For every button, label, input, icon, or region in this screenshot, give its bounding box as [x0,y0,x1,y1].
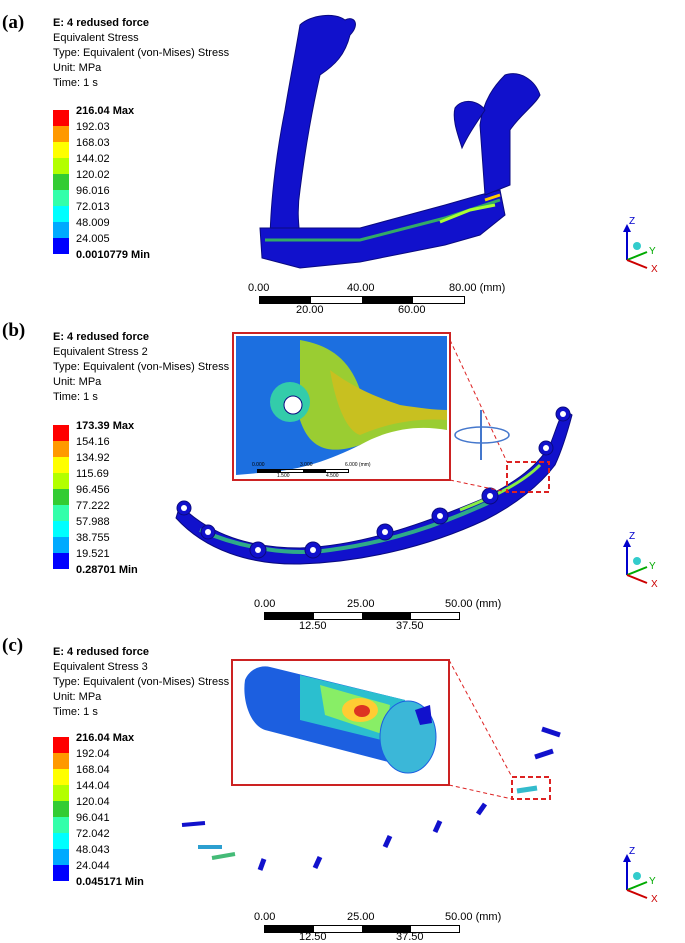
result-info: E: 4 redused force Equivalent Stress 2 T… [53,330,229,405]
result-title: E: 4 redused force [53,646,149,658]
result-unit: Unit: MPa [53,691,102,703]
result-subtitle: Equivalent Stress [53,32,139,44]
legend-value: 115.69 [76,468,109,480]
legend-value: 77.222 [76,500,110,512]
axis-x-label: X [651,264,658,275]
result-subtitle: Equivalent Stress 3 [53,661,148,673]
legend-value: 72.042 [76,828,110,840]
legend-value: 24.044 [76,860,110,872]
legend-value: 57.988 [76,516,110,528]
legend-value: 96.016 [76,185,110,197]
legend-value: 19.521 [76,548,110,560]
plate-model [175,332,573,565]
legend-max: 216.04 Max [76,732,135,744]
legend-value: 192.04 [76,748,110,760]
result-unit: Unit: MPa [53,62,102,74]
legend-value: 96.041 [76,812,110,824]
legend-value: 192.03 [76,121,110,133]
scale-label: 25.00 [347,598,375,610]
scale-label: 3.000 [300,462,313,468]
result-unit: Unit: MPa [53,376,102,388]
legend-min: 0.28701 Min [76,564,138,576]
legend-value: 134.92 [76,452,110,464]
panel-label: (a) [2,12,25,33]
axis-triad: Z Y X [623,216,658,275]
legend-min: 0.0010779 Min [76,249,150,261]
color-legend [53,110,69,254]
axis-x-label: X [651,579,658,590]
mandible-model [259,14,541,269]
legend-value: 120.02 [76,169,110,181]
result-type: Type: Equivalent (von-Mises) Stress [53,676,230,688]
legend-max: 216.04 Max [76,105,135,117]
axis-x-label: X [651,894,658,905]
screws-model [181,659,561,871]
scale-label: 0.00 [254,598,276,610]
legend-min: 0.045171 Min [76,876,144,888]
scale-label: 50.00 (mm) [445,911,502,923]
legend-value: 48.043 [76,844,110,856]
panel-label: (b) [2,320,26,341]
legend-value: 144.02 [76,153,110,165]
panel-label: (c) [2,635,24,656]
legend-values: 216.04 Max 192.04 168.04 144.04 120.04 9… [76,730,144,890]
result-info: E: 4 redused force Equivalent Stress Typ… [53,16,229,91]
result-time: Time: 1 s [53,391,98,403]
panel-b: (b) E: 4 redused force Equivalent Stress… [0,310,685,632]
scale-label: 4.500 [326,473,339,479]
legend-value: 154.16 [76,436,110,448]
legend-value: 38.755 [76,532,110,544]
color-legend [53,425,69,569]
scale-label: 37.50 [396,620,424,632]
panel-a: (a) E: 4 redused force Equivalent Stress… [0,0,685,316]
result-time: Time: 1 s [53,706,98,718]
axis-z-label: Z [629,531,635,542]
legend-values: 216.04 Max 192.03 168.03 144.02 120.02 9… [76,103,150,263]
legend-value: 168.03 [76,137,110,149]
scale-label: 80.00 (mm) [449,282,506,294]
scale-label: 50.00 (mm) [445,598,502,610]
result-info: E: 4 redused force Equivalent Stress 3 T… [53,645,229,720]
zoom-region [511,776,551,800]
legend-value: 96.456 [76,484,110,496]
result-type: Type: Equivalent (von-Mises) Stress [53,361,230,373]
legend-value: 144.04 [76,780,110,792]
legend-values: 173.39 Max 154.16 134.92 115.69 96.456 7… [76,418,138,578]
scale-label: 37.50 [396,931,424,943]
axis-z-label: Z [629,846,635,857]
axis-z-label: Z [629,216,635,227]
scale-label: 0.000 [252,462,265,468]
legend-value: 72.013 [76,201,110,213]
scale-label: 0.00 [248,282,270,294]
result-time: Time: 1 s [53,77,98,89]
legend-value: 48.009 [76,217,110,229]
scale-label: 1.500 [277,473,290,479]
scale-label: 6.000 (mm) [345,462,371,468]
result-type: Type: Equivalent (von-Mises) Stress [53,47,230,59]
result-title: E: 4 redused force [53,331,149,343]
scale-label: 40.00 [347,282,375,294]
scale-label: 12.50 [299,620,327,632]
scale-label: 20.00 [296,304,324,316]
legend-max: 173.39 Max [76,420,135,432]
axis-triad: Z Y X [623,531,658,590]
panel-c: (c) E: 4 redused force Equivalent Stress… [0,625,685,943]
result-subtitle: Equivalent Stress 2 [53,346,148,358]
scale-label: 12.50 [299,931,327,943]
scale-label: 60.00 [398,304,426,316]
legend-value: 120.04 [76,796,110,808]
result-title: E: 4 redused force [53,17,149,29]
scale-label: 0.00 [254,911,276,923]
scale-label: 25.00 [347,911,375,923]
axis-y-label: Y [649,561,656,572]
axis-y-label: Y [649,246,656,257]
axis-y-label: Y [649,876,656,887]
legend-value: 168.04 [76,764,110,776]
color-legend [53,737,69,881]
legend-value: 24.005 [76,233,110,245]
axis-triad: Z Y X [623,846,658,905]
zoom-region [506,461,550,493]
